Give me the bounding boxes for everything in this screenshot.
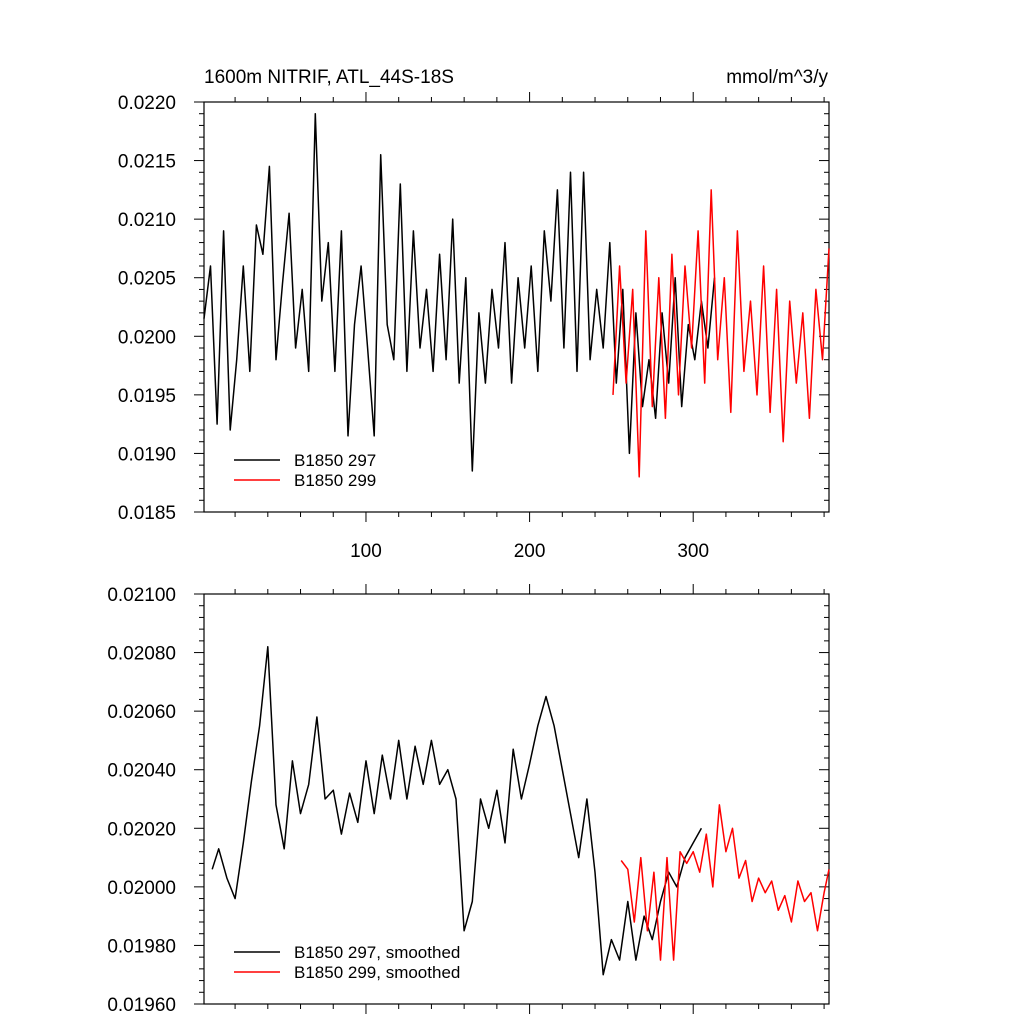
legend-label: B1850 299	[294, 471, 376, 490]
y-tick-label: 0.0205	[118, 269, 176, 290]
y-tick-label: 0.0190	[118, 444, 176, 465]
chart-title: 1600m NITRIF, ATL_44S-18S	[204, 67, 454, 88]
bottom-panel: 0.01960 0.01980 0.02000 0.02020 0.02040 0.020…	[107, 584, 830, 1016]
x-tick-label: 200	[514, 541, 546, 562]
y-tick-label: 0.0185	[118, 503, 176, 524]
plot-frame	[203, 101, 830, 513]
x-tick-label: 100	[350, 541, 382, 562]
y-tick-label: 0.0195	[118, 386, 176, 407]
y-tick-label: 0.02040	[107, 761, 176, 782]
y-tick-label: 0.0200	[118, 327, 176, 348]
legend-label: B1850 297	[294, 451, 376, 470]
series-line-1	[612, 189, 830, 478]
series-line-0	[203, 112, 716, 472]
y-tick-label: 0.01960	[107, 995, 176, 1016]
plot-frame	[203, 593, 830, 1005]
y-tick-label: 0.02100	[107, 585, 176, 606]
series-line-0	[211, 645, 703, 976]
series-line-1	[620, 804, 830, 961]
units-label: mmol/m^3/y	[726, 67, 828, 88]
y-tick-label: 0.02020	[107, 819, 176, 840]
legend-label: B1850 297, smoothed	[294, 943, 460, 962]
x-tick-label: 300	[677, 541, 709, 562]
legend-label: B1850 299, smoothed	[294, 963, 460, 982]
y-tick-label: 0.02060	[107, 702, 176, 723]
y-tick-label: 0.0215	[118, 152, 176, 173]
y-tick-label: 0.0220	[118, 93, 176, 114]
y-tick-label: 0.01980	[107, 936, 176, 957]
y-tick-label: 0.0210	[118, 210, 176, 231]
top-panel: 1600m NITRIF, ATL_44S-18S mmol/m^3/y 0.0…	[118, 67, 830, 562]
y-tick-label: 0.02000	[107, 878, 176, 899]
y-tick-label: 0.02080	[107, 644, 176, 665]
